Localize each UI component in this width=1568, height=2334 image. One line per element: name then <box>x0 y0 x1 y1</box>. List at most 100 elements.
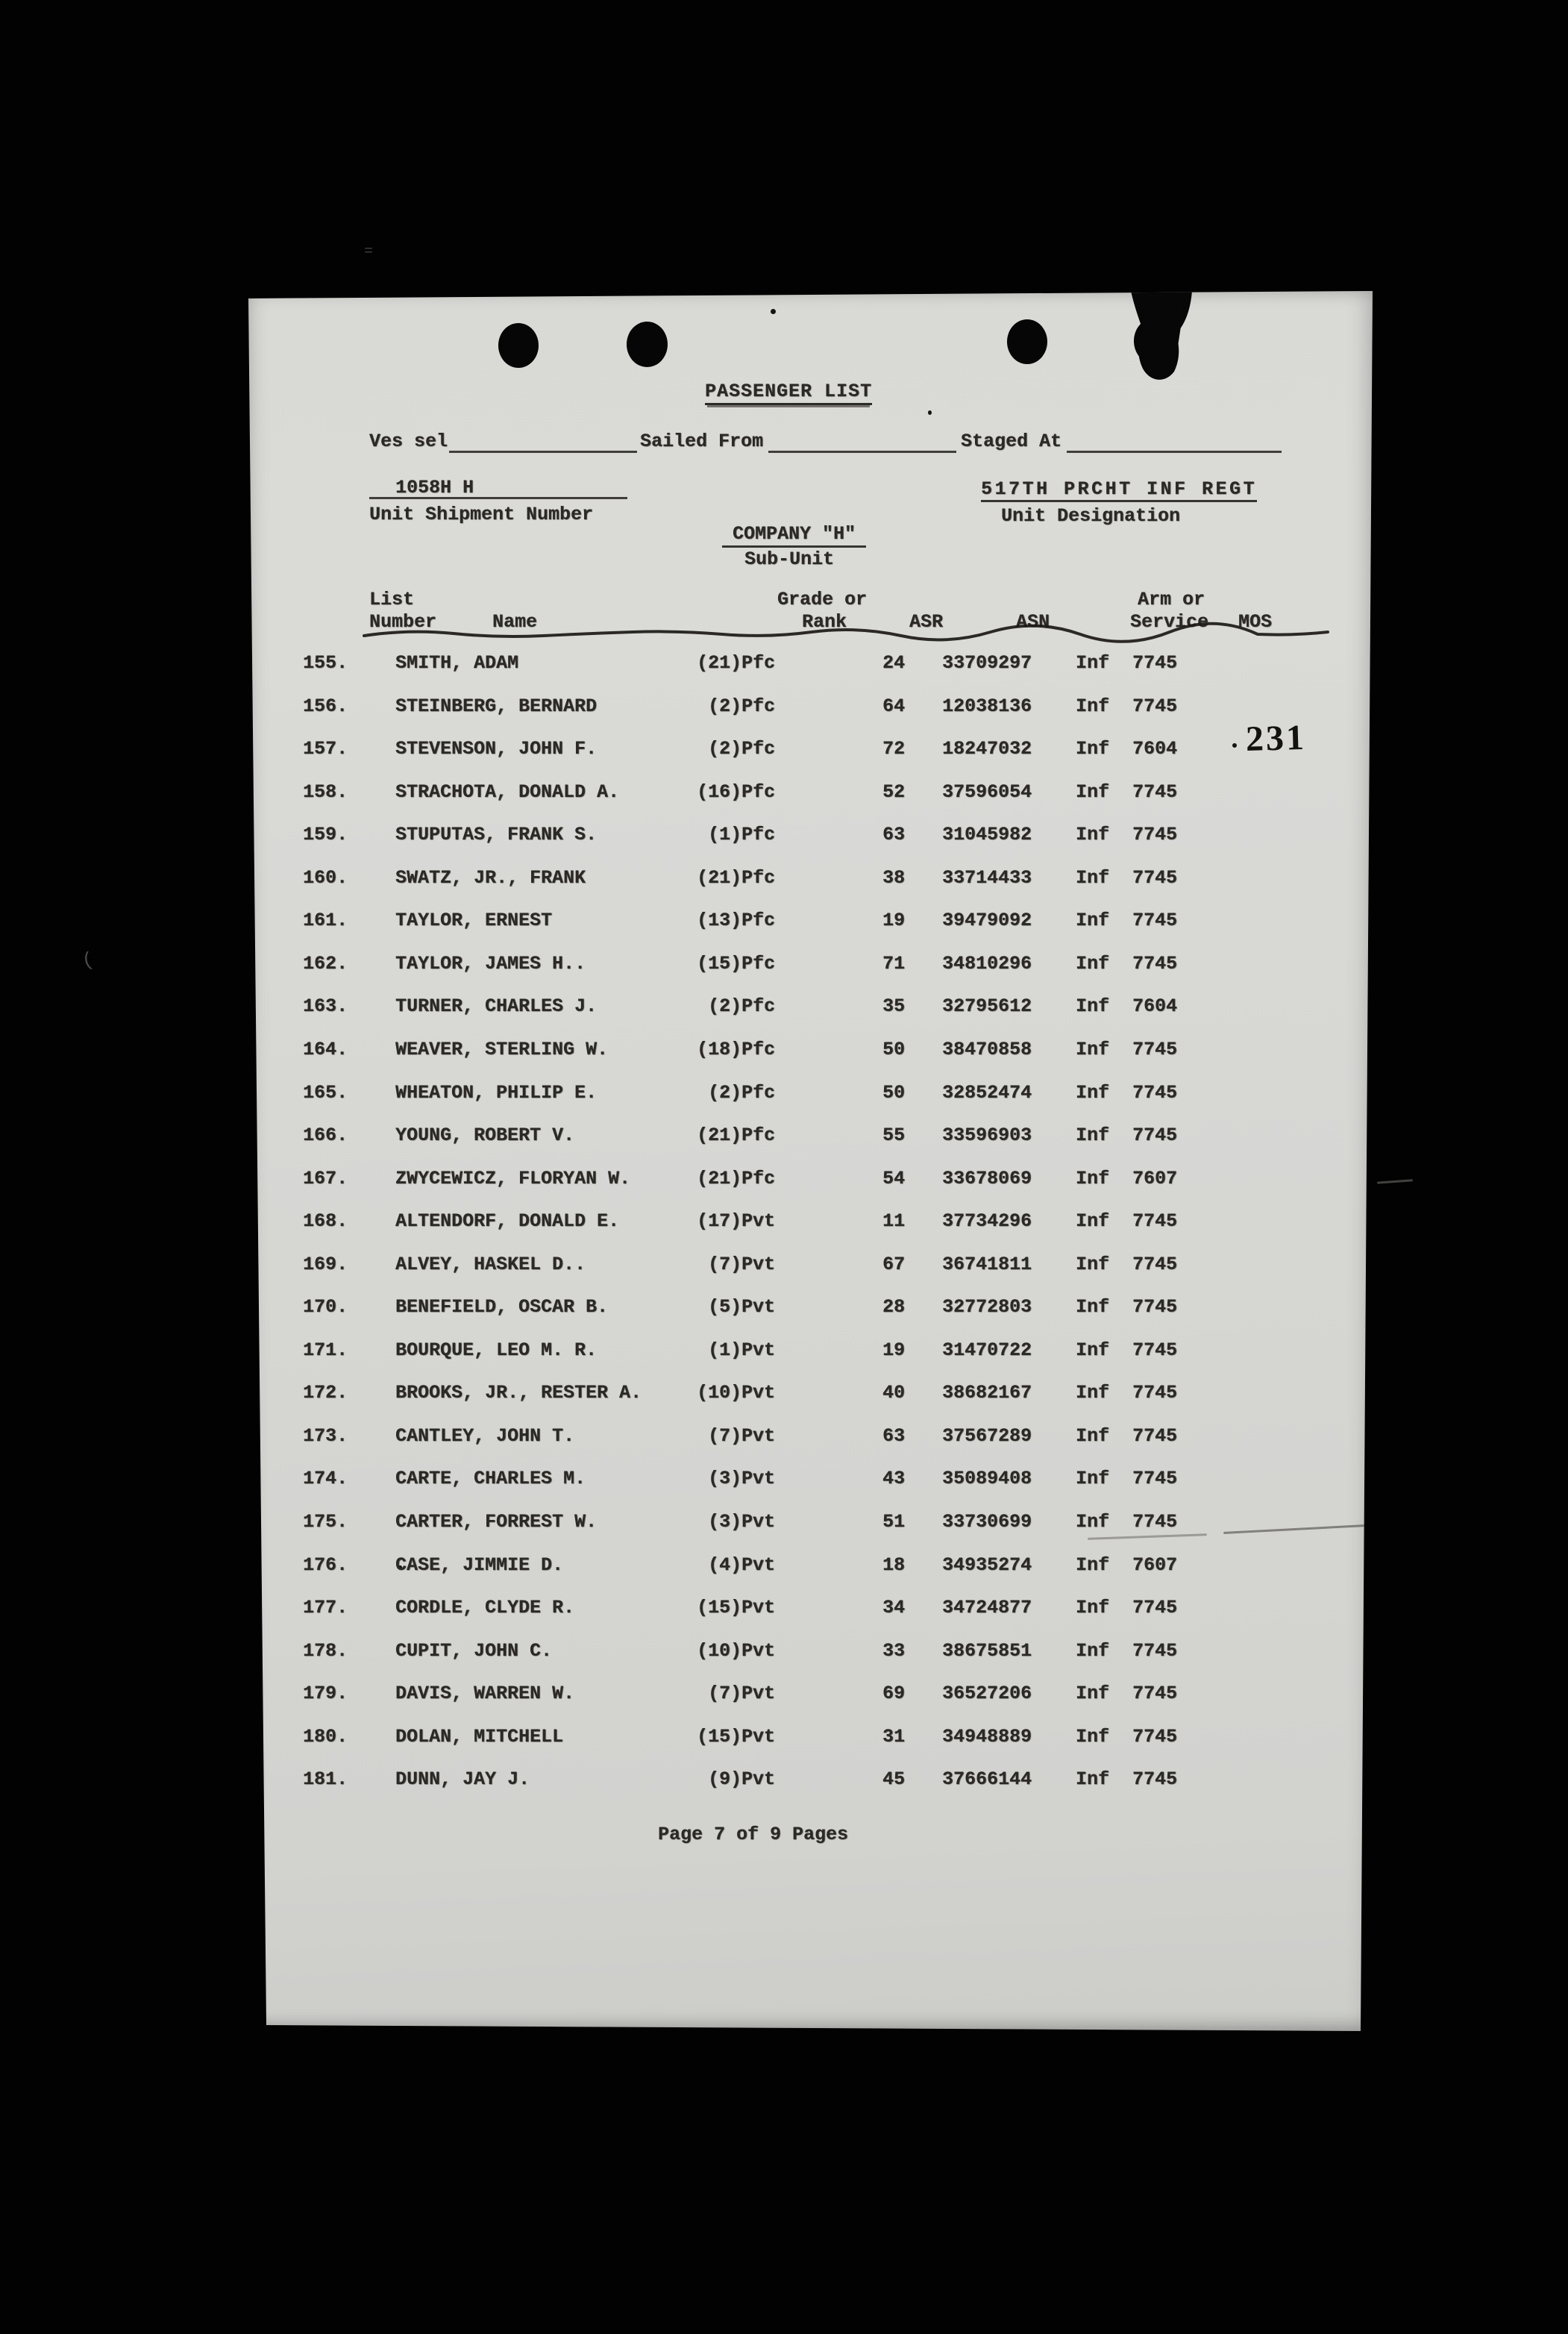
row-name: DUNN, JAY J. <box>395 1768 530 1790</box>
row-mos: 7745 <box>1132 953 1178 974</box>
row-list-number: 173. <box>303 1425 348 1447</box>
row-list-number: 165. <box>303 1082 348 1104</box>
row-grade-rank: (4)Pvt <box>707 1554 775 1576</box>
column-header-grade-or: Grade or <box>777 589 868 610</box>
passenger-row: 156. STEINBERG, BERNARD (2)Pfc 64 120381… <box>248 695 1373 719</box>
paper-speck <box>398 1565 402 1569</box>
row-arm-service: Inf <box>1076 824 1110 845</box>
row-list-number: 175. <box>303 1511 348 1533</box>
row-name: TAYLOR, ERNEST <box>395 910 553 931</box>
page-title: PASSENGER LIST <box>705 381 873 405</box>
row-asr: 40 <box>882 1382 905 1404</box>
row-mos: 7745 <box>1132 781 1178 803</box>
row-grade-rank: (13)Pfc <box>696 910 775 931</box>
row-arm-service: Inf <box>1076 1339 1110 1361</box>
row-list-number: 178. <box>303 1640 348 1662</box>
row-name: WHEATON, PHILIP E. <box>395 1082 598 1104</box>
row-asr: 63 <box>882 1425 905 1447</box>
row-asr: 64 <box>882 695 905 717</box>
row-grade-rank: (15)Pvt <box>696 1597 775 1618</box>
row-name: STRACHOTA, DONALD A. <box>395 781 620 803</box>
passenger-list-page: PASSENGER LIST Ves sel Sailed From Stage… <box>248 291 1373 2031</box>
row-list-number: 171. <box>303 1339 348 1361</box>
row-arm-service: Inf <box>1076 995 1110 1017</box>
row-list-number: 162. <box>303 953 348 974</box>
row-mos: 7745 <box>1132 1339 1178 1361</box>
column-header-mos: MOS <box>1238 611 1273 633</box>
row-arm-service: Inf <box>1076 1640 1110 1662</box>
row-arm-service: Inf <box>1076 781 1110 803</box>
row-arm-service: Inf <box>1076 1768 1110 1790</box>
row-grade-rank: (7)Pvt <box>707 1425 775 1447</box>
row-asr: 69 <box>882 1683 905 1704</box>
row-asr: 24 <box>882 652 905 674</box>
row-name: CORDLE, CLYDE R. <box>395 1597 575 1618</box>
row-asn: 38470858 <box>942 1039 1032 1060</box>
paper-speck <box>771 309 776 314</box>
passenger-row: 162. TAYLOR, JAMES H.. (15)Pfc 71 348102… <box>248 953 1373 976</box>
row-asr: 35 <box>882 995 905 1017</box>
row-grade-rank: (3)Pvt <box>707 1468 775 1489</box>
row-list-number: 168. <box>303 1210 348 1232</box>
row-arm-service: Inf <box>1076 1425 1110 1447</box>
row-arm-service: Inf <box>1076 867 1110 889</box>
passenger-row: 169. ALVEY, HASKEL D.. (7)Pvt 67 3674181… <box>248 1254 1373 1277</box>
row-name: ALTENDORF, DONALD E. <box>395 1210 620 1232</box>
row-asr: 71 <box>882 953 905 974</box>
row-list-number: 179. <box>303 1683 348 1704</box>
punch-hole-icon <box>1007 319 1047 364</box>
row-mos: 7745 <box>1132 652 1178 674</box>
row-arm-service: Inf <box>1076 652 1110 674</box>
row-arm-service: Inf <box>1076 1124 1110 1146</box>
row-arm-service: Inf <box>1076 1382 1110 1404</box>
row-name: CUPIT, JOHN C. <box>395 1640 553 1662</box>
row-arm-service: Inf <box>1076 910 1110 931</box>
row-grade-rank: (3)Pvt <box>707 1511 775 1533</box>
row-asr: 50 <box>882 1082 905 1104</box>
row-asn: 38675851 <box>942 1640 1032 1662</box>
row-list-number: 172. <box>303 1382 348 1404</box>
row-asr: 67 <box>882 1254 905 1275</box>
row-asr: 51 <box>882 1511 905 1533</box>
row-grade-rank: (10)Pvt <box>696 1382 775 1404</box>
row-name: TAYLOR, JAMES H.. <box>395 953 586 974</box>
row-asn: 33596903 <box>942 1124 1032 1146</box>
row-asr: 45 <box>882 1768 905 1790</box>
row-mos: 7745 <box>1132 1082 1178 1104</box>
passenger-row: 163. TURNER, CHARLES J. (2)Pfc 35 327956… <box>248 995 1373 1019</box>
row-list-number: 167. <box>303 1168 348 1189</box>
row-asn: 34724877 <box>942 1597 1032 1618</box>
row-asn: 32772803 <box>942 1296 1032 1318</box>
sailed-from-blank-line <box>768 433 956 453</box>
row-asn: 33714433 <box>942 867 1032 889</box>
passenger-row: 170. BENEFIELD, OSCAR B. (5)Pvt 28 32772… <box>248 1296 1373 1319</box>
row-list-number: 155. <box>303 652 348 674</box>
row-grade-rank: (2)Pfc <box>707 1082 775 1104</box>
column-header-asn: ASN <box>1016 611 1050 633</box>
row-name: ALVEY, HASKEL D.. <box>395 1254 586 1275</box>
row-list-number: 159. <box>303 824 348 845</box>
vessel-blank-line <box>449 433 637 453</box>
row-list-number: 174. <box>303 1468 348 1489</box>
row-asr: 54 <box>882 1168 905 1189</box>
row-asn: 37596054 <box>942 781 1032 803</box>
passenger-row: 176. CASE, JIMMIE D. (4)Pvt 18 34935274 … <box>248 1554 1373 1577</box>
row-arm-service: Inf <box>1076 1039 1110 1060</box>
passenger-row: 159. STUPUTAS, FRANK S. (1)Pfc 63 310459… <box>248 824 1373 847</box>
staged-at-blank-line <box>1067 433 1282 453</box>
row-mos: 7745 <box>1132 1425 1178 1447</box>
row-asr: 38 <box>882 867 905 889</box>
row-grade-rank: (5)Pvt <box>707 1296 775 1318</box>
row-mos: 7607 <box>1132 1168 1178 1189</box>
unit-designation-label: Unit Designation <box>1001 505 1181 527</box>
column-header-arm-or: Arm or <box>1138 589 1205 610</box>
sub-unit-value: COMPANY "H" <box>722 524 867 548</box>
row-name: TURNER, CHARLES J. <box>395 995 598 1017</box>
row-arm-service: Inf <box>1076 1168 1110 1189</box>
row-name: STUPUTAS, FRANK S. <box>395 824 598 845</box>
row-list-number: 160. <box>303 867 348 889</box>
unit-shipment-label: Unit Shipment Number <box>369 504 594 525</box>
row-mos: 7745 <box>1132 1124 1178 1146</box>
row-name: WEAVER, STERLING W. <box>395 1039 609 1060</box>
row-mos: 7745 <box>1132 824 1178 845</box>
